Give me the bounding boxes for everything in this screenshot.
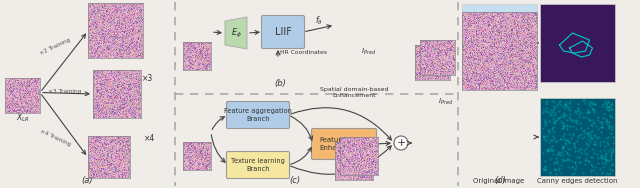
Text: Feature-based
Enhancement: Feature-based Enhancement xyxy=(319,137,369,151)
Text: Spatial domain-based
Enhancement: Spatial domain-based Enhancement xyxy=(320,87,388,98)
Text: Feature aggregation
Branch: Feature aggregation Branch xyxy=(224,108,292,122)
Bar xyxy=(540,98,615,176)
Text: (a): (a) xyxy=(81,176,93,185)
Text: Canny edges detection: Canny edges detection xyxy=(537,178,617,184)
Circle shape xyxy=(394,136,408,150)
Text: $X_{LR}$: $X_{LR}$ xyxy=(15,112,29,124)
Ellipse shape xyxy=(482,39,511,57)
Text: (d): (d) xyxy=(494,176,506,185)
Bar xyxy=(540,4,615,82)
FancyBboxPatch shape xyxy=(227,102,289,129)
Text: $X_{LR}$: $X_{LR}$ xyxy=(191,148,204,158)
Text: ×3 Training: ×3 Training xyxy=(48,89,82,94)
Bar xyxy=(462,4,537,82)
Text: $E_\phi$: $E_\phi$ xyxy=(230,27,241,39)
Text: Texture learning
Branch: Texture learning Branch xyxy=(231,158,285,172)
Text: $X_{LR}$: $X_{LR}$ xyxy=(191,48,204,58)
Text: HR Coordinates: HR Coordinates xyxy=(280,51,327,55)
Polygon shape xyxy=(479,35,518,48)
Text: +: + xyxy=(396,138,406,148)
FancyBboxPatch shape xyxy=(262,15,305,49)
Text: ×2 Training: ×2 Training xyxy=(39,38,71,56)
Text: ×4 Training: ×4 Training xyxy=(39,129,71,147)
Text: $I_{Pred}$: $I_{Pred}$ xyxy=(438,97,453,107)
Polygon shape xyxy=(225,17,247,49)
Text: $f_\theta$: $f_\theta$ xyxy=(315,14,323,27)
FancyBboxPatch shape xyxy=(227,152,289,178)
Text: LIIF: LIIF xyxy=(275,27,291,37)
Ellipse shape xyxy=(504,41,515,51)
Text: (c): (c) xyxy=(289,176,301,185)
Text: ×3: ×3 xyxy=(142,74,153,83)
Text: ×2: ×2 xyxy=(131,14,142,23)
Text: (b): (b) xyxy=(274,79,286,88)
Text: $I_{Pred}$: $I_{Pred}$ xyxy=(361,47,376,57)
FancyBboxPatch shape xyxy=(312,129,376,159)
Text: Original image: Original image xyxy=(474,178,525,184)
Text: ×4: ×4 xyxy=(144,134,156,143)
